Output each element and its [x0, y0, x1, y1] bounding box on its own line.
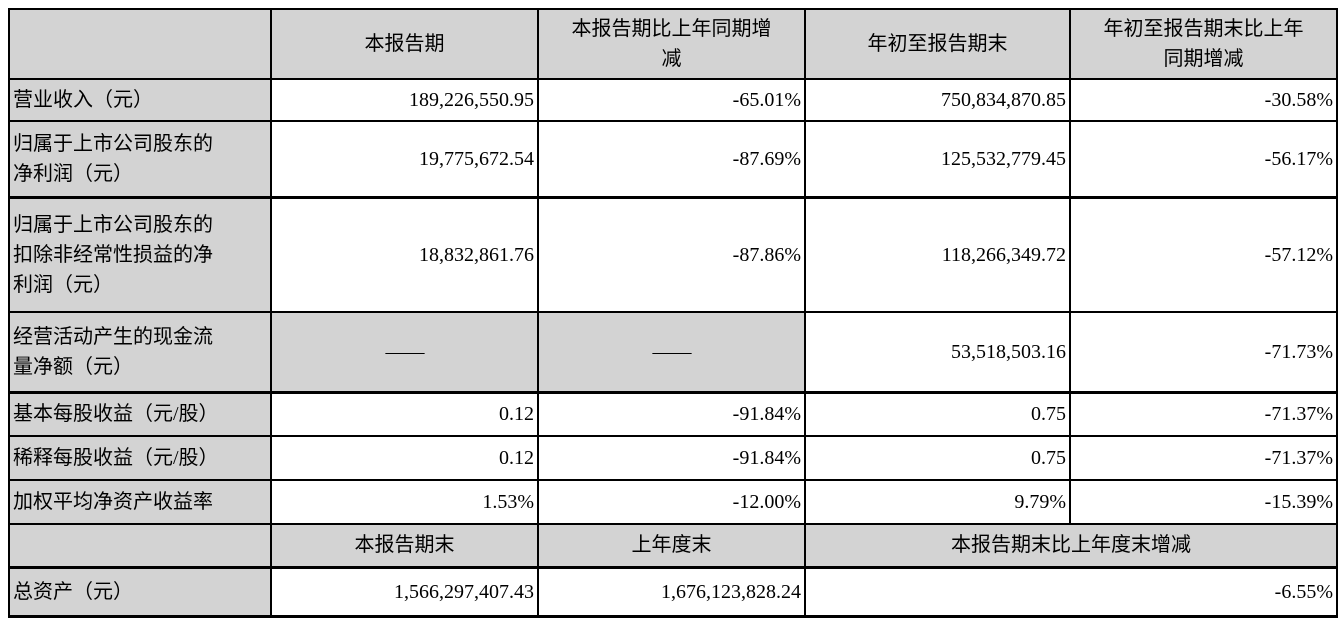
- metric-label: 基本每股收益（元/股）: [8, 391, 272, 437]
- value-cell: -6.55%: [804, 566, 1338, 618]
- value-cell: -56.17%: [1069, 120, 1338, 199]
- value-cell: -30.58%: [1069, 78, 1338, 122]
- value-cell: -65.01%: [537, 78, 806, 122]
- metric-label: 营业收入（元）: [8, 78, 272, 122]
- value-cell: -71.37%: [1069, 435, 1338, 481]
- non-recurring-net-profit-row: 归属于上市公司股东的 扣除非经常性损益的净 利润（元） 18,832,861.7…: [8, 196, 1338, 313]
- value-cell: 0.12: [270, 435, 539, 481]
- metric-label: 加权平均净资产收益率: [8, 479, 272, 525]
- value-cell: 125,532,779.45: [804, 120, 1071, 199]
- value-cell: 9.79%: [804, 479, 1071, 525]
- value-cell: -87.86%: [537, 196, 806, 313]
- operating-cash-flow-row: 经营活动产生的现金流 量净额（元） —— —— 53,518,503.16 -7…: [8, 311, 1338, 394]
- value-cell: -91.84%: [537, 435, 806, 481]
- blank-corner-cell: [8, 8, 272, 80]
- value-cell: 750,834,870.85: [804, 78, 1071, 122]
- value-cell: -87.69%: [537, 120, 806, 199]
- metric-label: 归属于上市公司股东的 扣除非经常性损益的净 利润（元）: [8, 196, 272, 313]
- column-header-ytd: 年初至报告期末: [804, 8, 1071, 80]
- metric-label: 稀释每股收益（元/股）: [8, 435, 272, 481]
- metric-label: 经营活动产生的现金流 量净额（元）: [8, 311, 272, 394]
- total-assets-row: 总资产（元） 1,566,297,407.43 1,676,123,828.24…: [8, 566, 1338, 618]
- value-cell: 1.53%: [270, 479, 539, 525]
- value-cell: 0.75: [804, 391, 1071, 437]
- value-cell: 1,566,297,407.43: [270, 566, 539, 618]
- financial-summary-table: 本报告期 本报告期比上年同期增 减 年初至报告期末 年初至报告期末比上年 同期增…: [8, 8, 1338, 618]
- value-cell: 118,266,349.72: [804, 196, 1071, 313]
- value-cell: 53,518,503.16: [804, 311, 1071, 394]
- column-header-period-end-vs-prior-yearend-change: 本报告期末比上年度末增减: [804, 523, 1338, 569]
- column-header-current-period-yoy-change: 本报告期比上年同期增 减: [537, 8, 806, 80]
- value-cell: 19,775,672.54: [270, 120, 539, 199]
- metric-label: 总资产（元）: [8, 566, 272, 618]
- column-header-end-of-period: 本报告期末: [270, 523, 539, 569]
- blank-corner-cell: [8, 523, 272, 569]
- value-cell: -71.73%: [1069, 311, 1338, 394]
- value-cell: -71.37%: [1069, 391, 1338, 437]
- value-cell: -12.00%: [537, 479, 806, 525]
- value-cell: 189,226,550.95: [270, 78, 539, 122]
- value-cell: -57.12%: [1069, 196, 1338, 313]
- column-header-ytd-yoy-change: 年初至报告期末比上年 同期增减: [1069, 8, 1338, 80]
- value-cell: 1,676,123,828.24: [537, 566, 806, 618]
- revenue-row: 营业收入（元） 189,226,550.95 -65.01% 750,834,8…: [8, 78, 1338, 122]
- column-header-end-of-prior-year: 上年度末: [537, 523, 806, 569]
- weighted-avg-roe-row: 加权平均净资产收益率 1.53% -12.00% 9.79% -15.39%: [8, 479, 1338, 525]
- basic-eps-row: 基本每股收益（元/股） 0.12 -91.84% 0.75 -71.37%: [8, 391, 1338, 437]
- diluted-eps-row: 稀释每股收益（元/股） 0.12 -91.84% 0.75 -71.37%: [8, 435, 1338, 481]
- yearend-header-row: 本报告期末 上年度末 本报告期末比上年度末增减: [8, 523, 1338, 569]
- value-cell: 0.75: [804, 435, 1071, 481]
- quarter-header-row: 本报告期 本报告期比上年同期增 减 年初至报告期末 年初至报告期末比上年 同期增…: [8, 8, 1338, 80]
- empty-value-cell: ——: [537, 311, 806, 394]
- column-header-current-period: 本报告期: [270, 8, 539, 80]
- value-cell: 0.12: [270, 391, 539, 437]
- value-cell: -91.84%: [537, 391, 806, 437]
- value-cell: 18,832,861.76: [270, 196, 539, 313]
- empty-value-cell: ——: [270, 311, 539, 394]
- metric-label: 归属于上市公司股东的 净利润（元）: [8, 120, 272, 199]
- net-profit-row: 归属于上市公司股东的 净利润（元） 19,775,672.54 -87.69% …: [8, 120, 1338, 199]
- value-cell: -15.39%: [1069, 479, 1338, 525]
